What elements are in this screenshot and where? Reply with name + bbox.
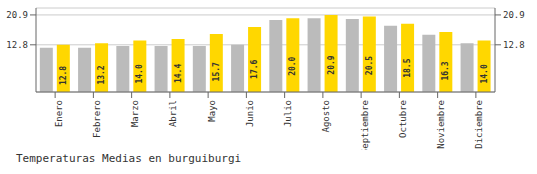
svg-text:Abril: Abril (168, 100, 178, 127)
svg-text:20.9: 20.9 (503, 10, 525, 20)
svg-text:14.0: 14.0 (135, 64, 144, 83)
svg-text:Julio: Julio (283, 100, 293, 127)
svg-text:Diciembre: Diciembre (474, 100, 484, 149)
svg-text:20.9: 20.9 (327, 55, 336, 74)
svg-text:14.0: 14.0 (480, 64, 489, 83)
svg-text:Agosto: Agosto (321, 100, 331, 133)
svg-text:Noviembre: Noviembre (436, 100, 446, 149)
svg-text:20.9: 20.9 (8, 10, 28, 20)
svg-text:Septiembre: Septiembre (360, 100, 370, 150)
svg-text:Mayo: Mayo (207, 100, 217, 122)
svg-text:Junio: Junio (245, 100, 255, 127)
svg-text:20.0: 20.0 (288, 56, 297, 75)
svg-text:15.7: 15.7 (212, 62, 221, 81)
svg-text:12.8: 12.8 (59, 66, 68, 85)
svg-text:Febrero: Febrero (92, 100, 102, 138)
svg-text:Enero: Enero (54, 100, 64, 127)
svg-text:20.5: 20.5 (365, 56, 374, 75)
svg-text:12.8: 12.8 (8, 40, 28, 50)
svg-text:14.4: 14.4 (174, 64, 183, 83)
svg-text:12.8: 12.8 (503, 40, 525, 50)
svg-text:13.2: 13.2 (97, 65, 106, 84)
html-text:Temperaturas Medias en burguib: Temperaturas Medias en burguiburgi (16, 152, 242, 165)
svg-text:18.5: 18.5 (403, 58, 412, 77)
svg-text:Marzo: Marzo (130, 100, 140, 127)
svg-text:Octubre: Octubre (398, 100, 408, 138)
svg-text:16.3: 16.3 (441, 61, 450, 80)
svg-text:17.6: 17.6 (250, 59, 259, 78)
